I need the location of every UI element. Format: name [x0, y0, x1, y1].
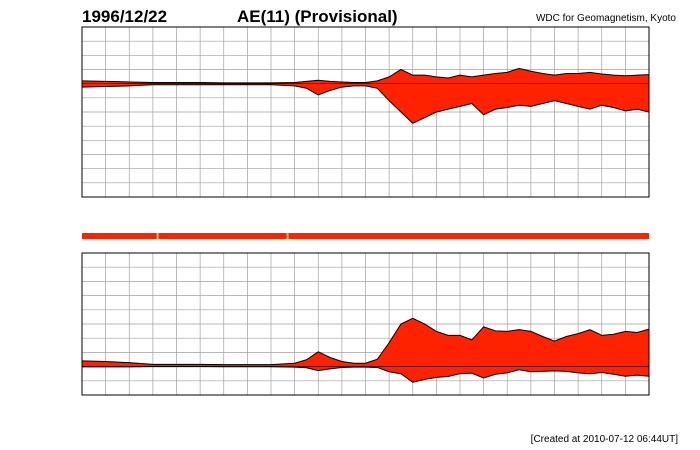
status-bar-marks [156, 233, 289, 239]
ae-ao-panel [81, 252, 650, 396]
au-al-panel [81, 26, 650, 198]
series-line-al [81, 84, 650, 124]
index-title: AE(11) (Provisional) [237, 7, 398, 26]
created-timestamp: [Created at 2010-07-12 06:44UT] [531, 434, 679, 445]
plot-frame [81, 252, 650, 396]
source-label: WDC for Geomagnetism, Kyoto [536, 13, 676, 24]
series-line-au [81, 67, 650, 84]
date-title: 1996/12/22 [82, 7, 167, 26]
data-status-bar [82, 233, 649, 239]
status-bar-mark [156, 233, 159, 239]
plot-frame [81, 26, 650, 198]
status-bar-mark [286, 233, 289, 239]
envelope-area [82, 68, 649, 124]
series-line-ae [81, 317, 650, 366]
